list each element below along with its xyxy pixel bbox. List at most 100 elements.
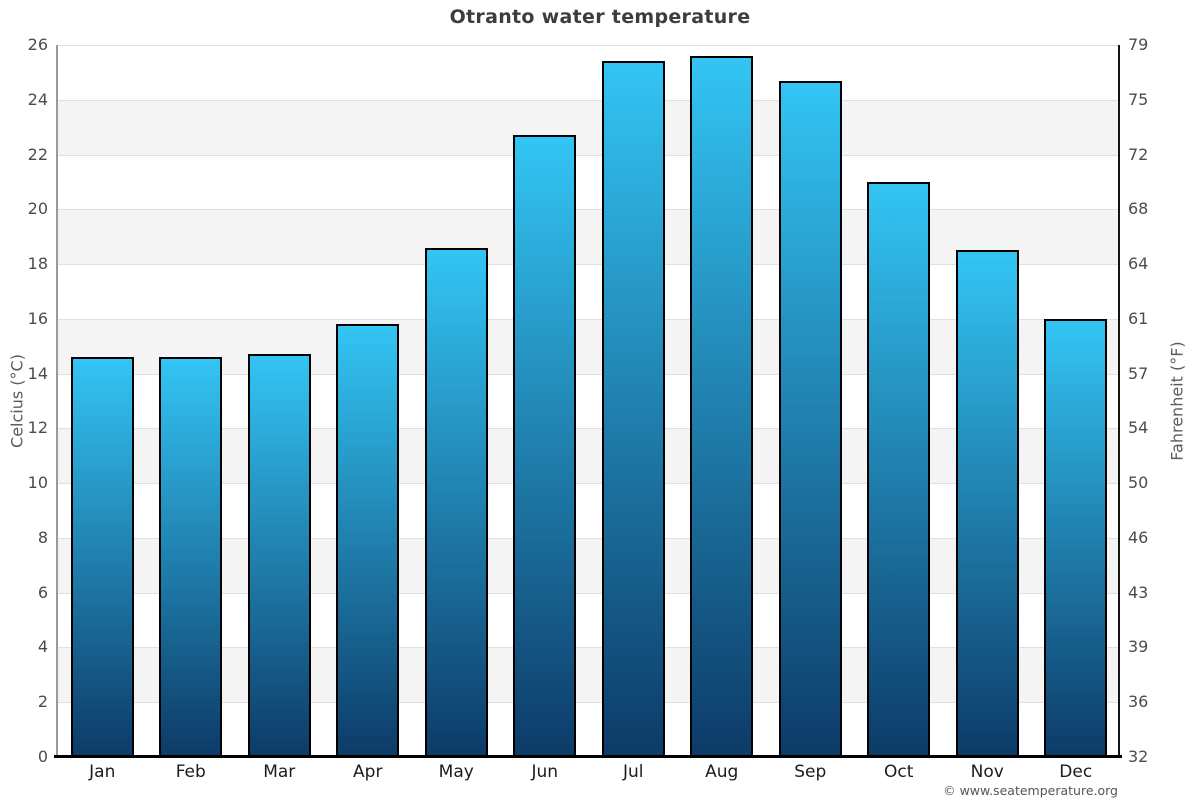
month-axis-labels: Jan Feb Mar Apr May Jun Jul Aug Sep Oct Nov Dec [58, 762, 1120, 782]
gridline [58, 209, 1120, 211]
fahrenheit-tick-label: 75 [1128, 89, 1149, 109]
background-band [58, 373, 1120, 429]
month-label-jan: Jan [89, 762, 116, 782]
background-band [58, 45, 1120, 100]
bar-slot [766, 45, 855, 757]
gridlines [58, 45, 1120, 757]
gridline [58, 99, 1120, 101]
bar-series [58, 45, 1120, 757]
month-label-sep: Sep [794, 762, 827, 782]
bar-slot [235, 45, 324, 757]
month-label-mar: Mar [263, 762, 296, 782]
fahrenheit-tick-label: 61 [1128, 308, 1149, 328]
celsius-axis-title-text: Celcius (°C) [7, 354, 27, 448]
background-band [58, 264, 1120, 319]
bar-may[interactable] [424, 247, 488, 757]
celsius-tick-labels: 0 2 4 6 8 10 12 14 16 18 20 22 24 26 [0, 37, 48, 765]
background-bands [58, 45, 1120, 757]
celsius-tick-label: 10 [27, 473, 48, 493]
right-axis-line [1118, 45, 1120, 757]
bar-nov[interactable] [955, 250, 1019, 757]
bar-jan[interactable] [70, 357, 134, 757]
gridline [58, 592, 1120, 594]
gridline [58, 483, 1120, 485]
bar-apr[interactable] [336, 324, 400, 757]
month-label-jun: Jun [531, 762, 559, 782]
celsius-tick-label: 18 [27, 254, 48, 274]
celsius-tick-label: 0 [37, 747, 48, 766]
bar-slot [324, 45, 413, 757]
gridline [58, 702, 1120, 704]
celsius-tick-label: 24 [27, 89, 48, 109]
fahrenheit-axis-title-text: Fahrenheit (°F) [1167, 341, 1187, 461]
fahrenheit-tick-label: 50 [1128, 473, 1149, 493]
fahrenheit-tick-label: 68 [1128, 199, 1149, 219]
bar-mar[interactable] [247, 354, 311, 757]
bar-slot [678, 45, 767, 757]
fahrenheit-tick-label: 32 [1128, 747, 1149, 766]
fahrenheit-tick-label: 36 [1128, 692, 1149, 712]
background-band [58, 428, 1120, 484]
bar-slot [58, 45, 147, 757]
gridline [58, 647, 1120, 649]
bar-dec[interactable] [1044, 318, 1108, 757]
gridline [58, 318, 1120, 320]
bar-aug[interactable] [690, 55, 754, 757]
bar-slot [412, 45, 501, 757]
fahrenheit-tick-label: 39 [1128, 637, 1149, 657]
month-label-nov: Nov [970, 762, 1004, 782]
footer-credit: © www.seatemperature.org [943, 783, 1118, 798]
gridline [58, 45, 1120, 46]
gridline [58, 428, 1120, 430]
bar-jul[interactable] [601, 61, 665, 757]
celsius-tick-label: 12 [27, 418, 48, 438]
fahrenheit-tick-label: 79 [1128, 35, 1149, 54]
background-band [58, 592, 1120, 648]
month-label-dec: Dec [1059, 762, 1093, 782]
gridline [58, 537, 1120, 539]
fahrenheit-tick-label: 43 [1128, 582, 1149, 602]
fahrenheit-tick-label: 72 [1128, 144, 1149, 164]
fahrenheit-tick-label: 57 [1128, 363, 1149, 383]
month-label-jul: Jul [622, 762, 644, 782]
left-axis-line [56, 45, 58, 757]
celsius-tick-label: 14 [27, 363, 48, 383]
month-label-feb: Feb [175, 762, 206, 782]
chart-title: Otranto water temperature [449, 6, 751, 28]
month-label-aug: Aug [705, 762, 739, 782]
gridline [58, 154, 1120, 156]
plot-area [58, 45, 1120, 757]
celsius-tick-label: 20 [27, 199, 48, 219]
celsius-tick-label: 6 [37, 582, 48, 602]
background-band [58, 483, 1120, 538]
celsius-tick-label: 2 [37, 692, 48, 712]
month-label-may: May [438, 762, 474, 782]
fahrenheit-tick-labels: 32 36 39 43 46 50 54 57 61 64 68 72 75 79 [1128, 37, 1188, 765]
background-band [58, 702, 1120, 757]
bar-slot [1032, 45, 1121, 757]
celsius-tick-label: 4 [37, 637, 48, 657]
celsius-tick-label: 16 [27, 308, 48, 328]
celsius-tick-label: 26 [27, 35, 48, 54]
background-band [58, 647, 1120, 703]
bar-slot [943, 45, 1032, 757]
bar-feb[interactable] [159, 357, 223, 757]
month-label-apr: Apr [353, 762, 383, 782]
fahrenheit-tick-label: 46 [1128, 527, 1149, 547]
bar-slot [855, 45, 944, 757]
background-band [58, 99, 1120, 155]
bar-slot [147, 45, 236, 757]
fahrenheit-tick-label: 54 [1128, 418, 1149, 438]
bottom-axis-line [54, 755, 1122, 758]
celsius-tick-label: 22 [27, 144, 48, 164]
background-band [58, 537, 1120, 593]
gridline [58, 264, 1120, 266]
bar-oct[interactable] [867, 181, 931, 757]
bar-sep[interactable] [778, 80, 842, 757]
bar-jun[interactable] [513, 135, 577, 757]
background-band [58, 209, 1120, 265]
bar-slot [501, 45, 590, 757]
background-band [58, 154, 1120, 210]
month-label-oct: Oct [884, 762, 914, 782]
